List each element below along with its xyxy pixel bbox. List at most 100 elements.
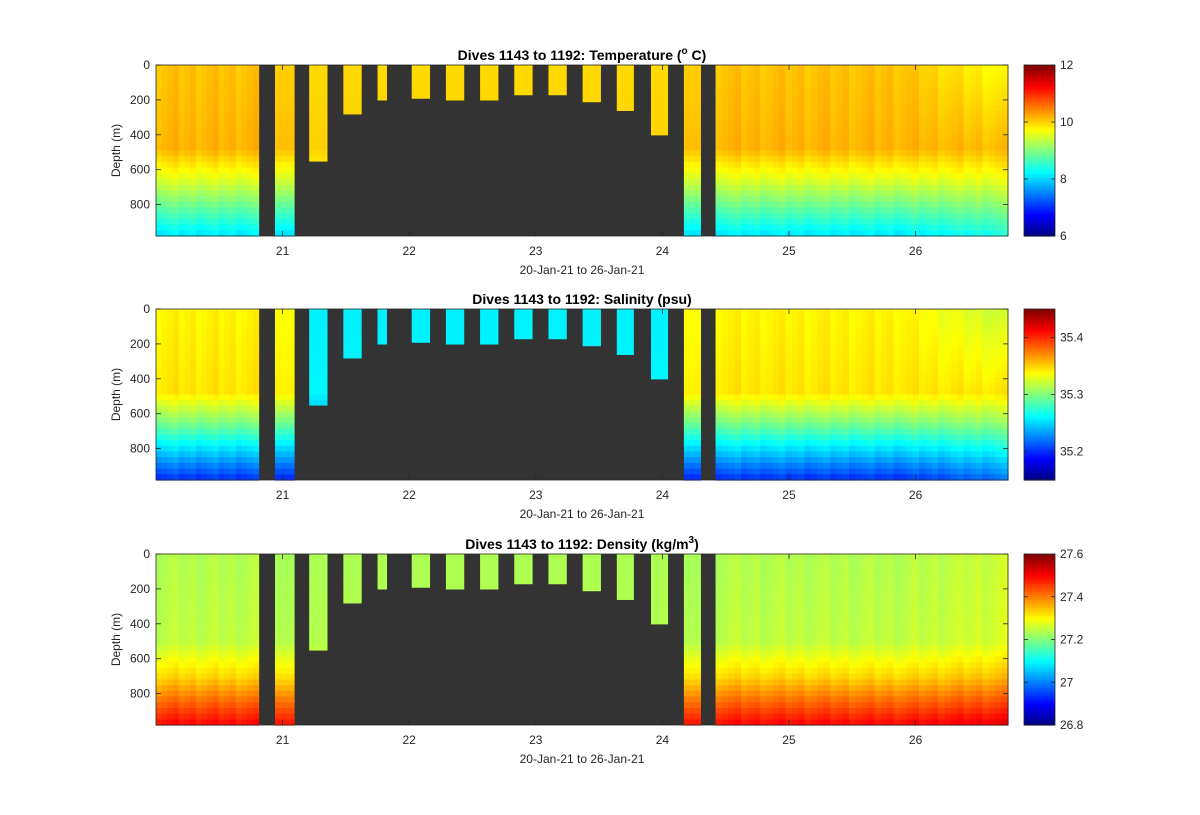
dive-block-right-cell [772,451,780,458]
dive-block-right-cell [931,167,939,174]
dive-block-right-cell [728,173,736,180]
colorbar-swatch [1024,391,1055,396]
dive-block-left-cell [178,662,186,669]
dive-block-right-cell [798,314,806,321]
dive-block-right-cell [798,457,806,464]
dive-column-5-cell [411,82,431,89]
dive-block-right-cell [715,628,723,635]
dive-block-right-cell [919,474,926,481]
dive-block-left-cell [167,571,174,578]
dive-block-left-cell [207,668,214,675]
dive-block-right-cell [899,133,907,140]
dive-block-right-cell [829,440,837,447]
dive-block-right-cell [766,440,774,447]
dive-block-right-cell [791,411,799,418]
dive-block-right-cell [766,65,774,72]
dive-block-right-cell [931,320,939,327]
dive-column-13-cell [683,201,701,209]
dive-block-right-cell [880,377,888,384]
dive-block-right-cell [734,360,742,367]
dive-block-right-cell [836,457,844,464]
dive-block-right-cell [988,184,996,191]
dive-block-left-cell [224,645,231,652]
dive-block-right-cell [810,122,818,129]
dive-block-right-cell [772,468,780,475]
dive-block-right-cell [976,320,984,327]
dive-block-right-cell [740,179,748,186]
dive-block-left-cell [235,611,243,618]
dive-block-left-cell [195,605,203,612]
dive-block-left-cell [241,599,248,606]
dive-block-right-cell [810,445,818,453]
dive-block-left-cell [247,326,254,333]
dive-block-right-cell [887,331,895,339]
dive-block-right-cell [868,104,876,112]
dive-block-right-cell [868,428,876,435]
dive-block-right-cell [715,207,723,214]
dive-block-right-cell [798,326,806,333]
dive-column-1-cell [275,93,295,100]
dive-block-right-cell [728,196,736,203]
dive-block-left-cell [184,133,191,140]
dive-block-right-cell [734,457,742,464]
dive-block-left-cell [201,337,208,344]
dive-block-right-cell [734,65,742,72]
dive-block-right-cell [912,423,920,430]
dive-block-left-cell [173,383,180,390]
dive-block-right-cell [874,434,882,441]
dive-block-left-cell [161,99,168,106]
dive-block-right-cell [836,423,844,430]
dive-block-right-cell [944,116,952,123]
dive-block-right-cell [753,320,761,327]
dive-block-left-cell [241,622,248,629]
dive-block-left-cell [252,65,260,72]
dive-block-right-cell [938,474,946,481]
dive-block-right-cell [868,394,876,401]
colorbar-swatch [1024,214,1055,218]
dive-block-right-cell [982,417,990,424]
dive-block-right-cell [874,167,882,174]
dive-block-right-cell [887,348,895,356]
y-axis-label: Depth (m) [109,124,123,177]
dive-block-left-cell [230,428,237,435]
dive-block-left-cell [161,713,168,720]
dive-block-right-cell [938,343,946,350]
dive-block-right-cell [944,348,952,356]
dive-block-left-cell [184,179,191,186]
dive-block-right-cell [721,388,729,396]
dive-block-right-cell [804,468,812,475]
dive-block-left-cell [247,690,254,698]
dive-block-right-cell [747,122,755,129]
dive-block-right-cell [785,462,793,470]
dive-block-left-cell [184,696,191,703]
dive-block-left-cell [167,167,174,174]
dive-block-left-cell [201,593,208,601]
dive-block-left-cell [178,309,186,316]
dive-block-right-cell [798,474,806,481]
dive-block-right-cell [791,87,799,95]
dive-block-right-cell [715,582,723,589]
dive-block-right-cell [969,348,977,356]
colorbar-swatch [1024,319,1055,323]
colorbar-swatch [1024,314,1055,318]
dive-block-right-cell [849,93,857,100]
dive-block-left-cell [178,719,186,726]
dive-block-right-cell [791,150,799,157]
dive-column-12-cell [651,331,669,339]
dive-block-right-cell [779,383,787,390]
colorbar-swatch [1024,463,1055,468]
dive-block-right-cell [829,383,837,390]
dive-block-right-cell [899,173,907,180]
dive-block-right-cell [988,156,996,163]
dive-block-left-cell [235,184,243,191]
dive-block-right-cell [740,417,748,424]
dive-column-13-cell [683,173,701,180]
dive-block-left-cell [207,616,214,623]
dive-block-left-cell [201,696,208,703]
dive-block-left-cell [230,82,237,89]
dive-block-right-cell [842,144,850,152]
dive-column-12-cell [651,87,669,95]
dive-block-left-cell [212,702,220,709]
dive-block-right-cell [785,70,793,77]
